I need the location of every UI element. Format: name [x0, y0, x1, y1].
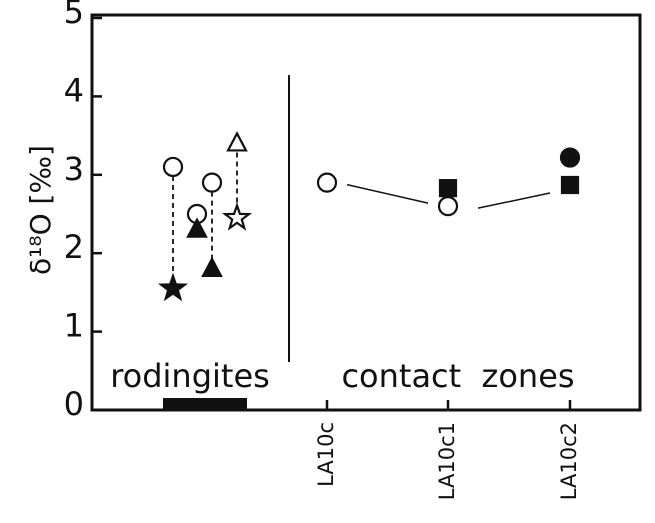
rodingite-bar [163, 398, 247, 411]
x-tick-label: LA10c [314, 422, 338, 487]
group-label: contact zones [341, 357, 574, 395]
x-tick-label: LA10c1 [435, 422, 459, 500]
trend-link [477, 192, 551, 209]
marker-circle [162, 156, 184, 178]
marker-circle [201, 172, 223, 193]
marker-star [221, 201, 253, 231]
y-tick-label: 1 [64, 307, 84, 345]
y-tick-label: 2 [64, 228, 84, 266]
marker-triangle [201, 256, 223, 277]
marker-circle [316, 172, 338, 193]
trend-link [346, 183, 429, 204]
marker-triangle [186, 217, 208, 238]
y-tick-label: 5 [64, 0, 84, 31]
x-tick-label: LA10c2 [557, 422, 581, 500]
marker-triangle [226, 131, 248, 152]
group-label: rodingites [110, 357, 270, 395]
y-axis-label: δ¹⁸O [‰] [24, 145, 57, 275]
marker-square [560, 175, 580, 195]
marker-square [438, 179, 458, 198]
y-tick-label: 3 [64, 150, 84, 188]
marker-circle [559, 147, 581, 168]
marker-star [157, 272, 189, 302]
y-tick-label: 0 [64, 385, 84, 423]
y-tick-label: 4 [64, 71, 84, 109]
marker-circle [437, 196, 459, 217]
plot-frame [90, 13, 642, 412]
